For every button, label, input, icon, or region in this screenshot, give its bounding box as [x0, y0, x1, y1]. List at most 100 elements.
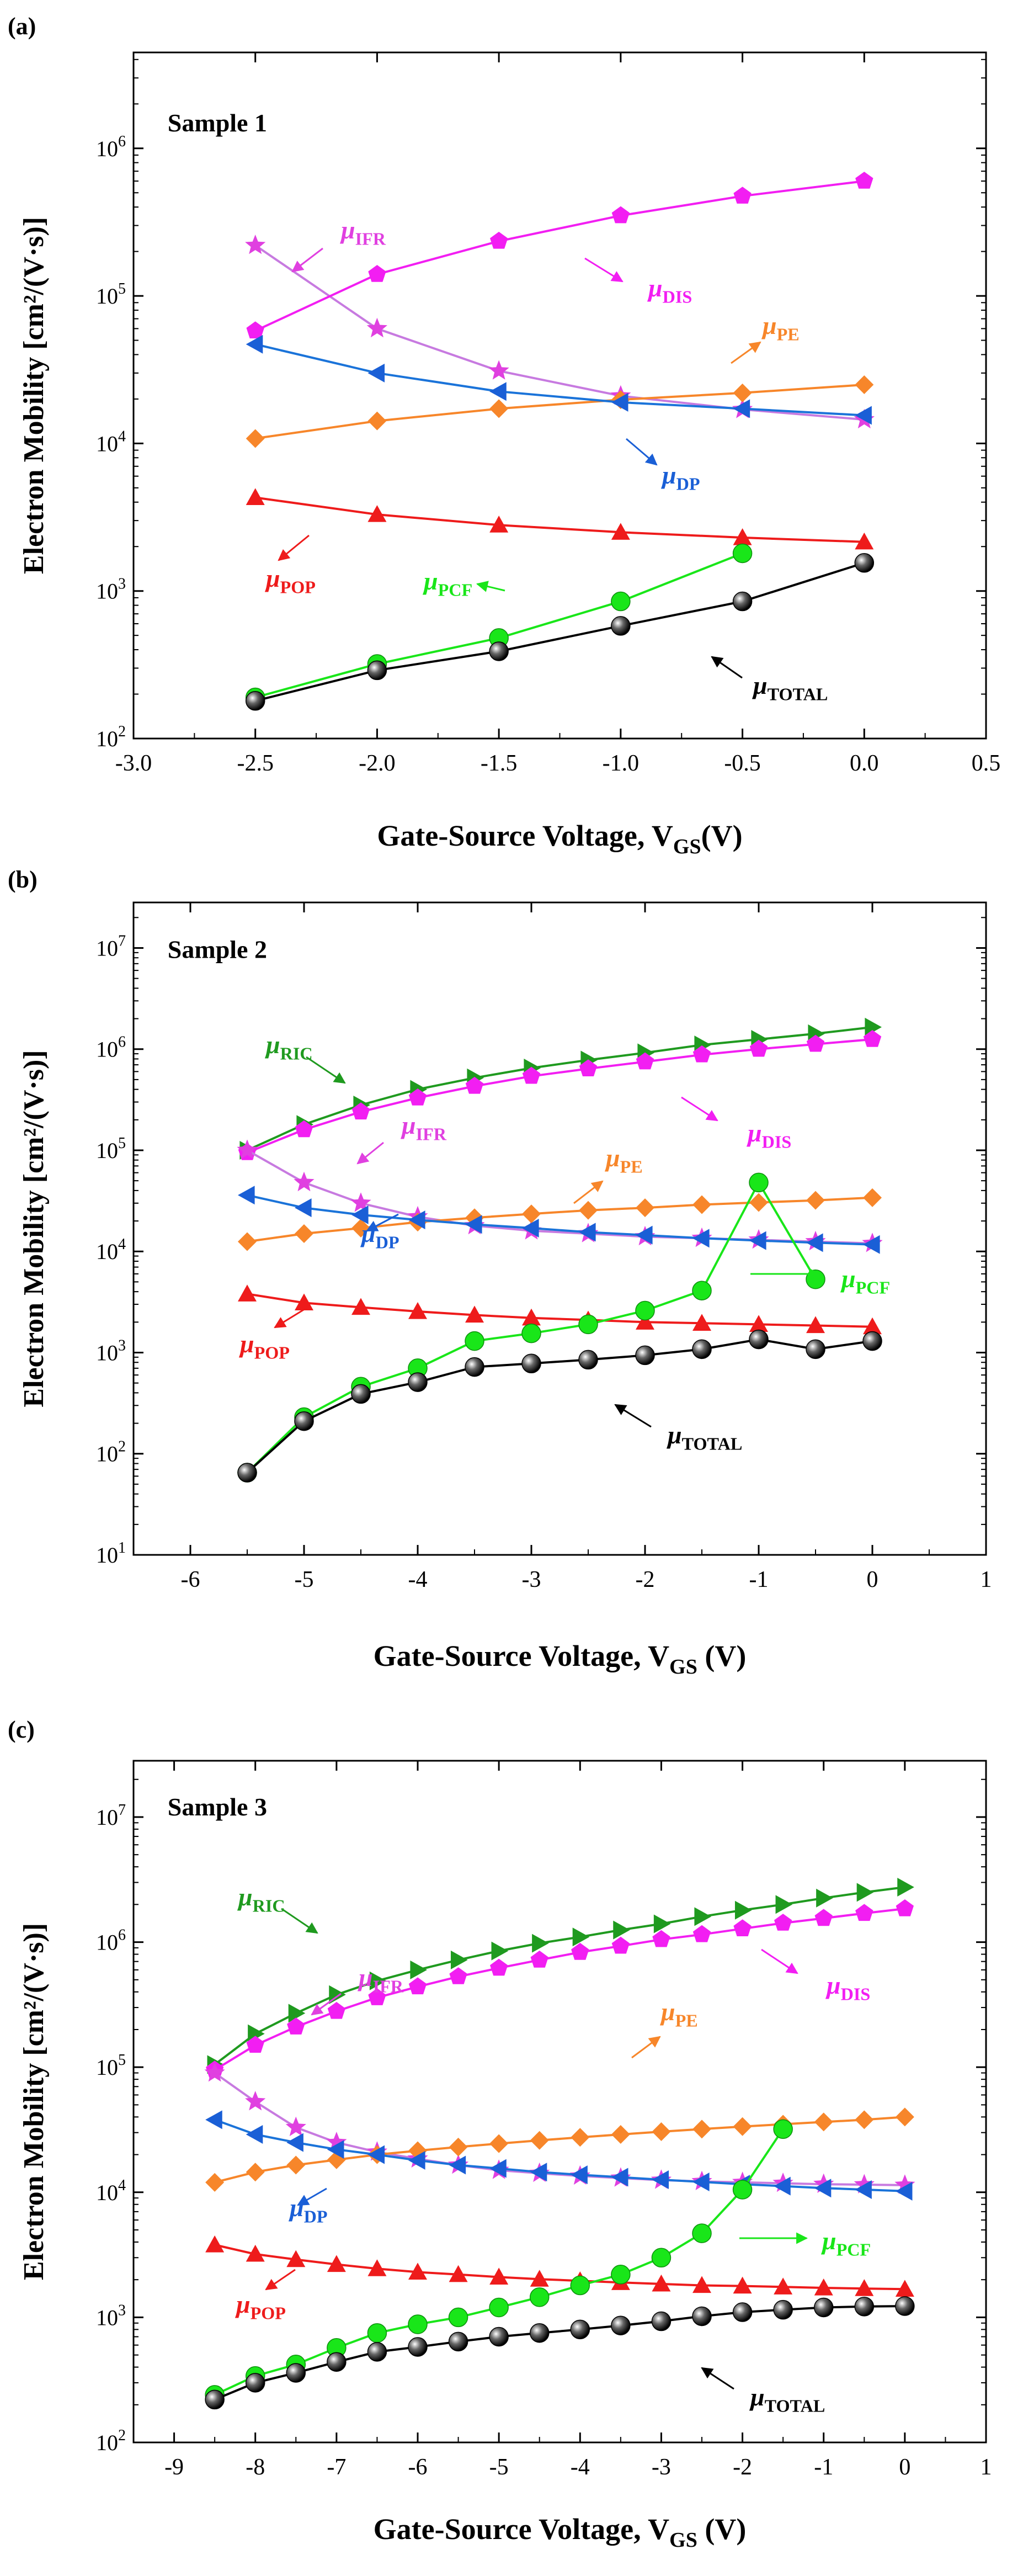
annotation-arrow — [366, 1213, 399, 1232]
data-point-dp — [863, 1235, 880, 1254]
annotation-pcf: μPCF — [750, 1265, 890, 1298]
data-point-ifr — [245, 2091, 266, 2111]
data-point-pop — [774, 2277, 793, 2295]
data-point-dp — [636, 1225, 653, 1245]
data-point-dis — [287, 2017, 305, 2035]
data-point-pe — [611, 2125, 630, 2144]
x-tick-label: -7 — [327, 2455, 346, 2480]
data-point-dp — [408, 2150, 425, 2170]
annotation-arrow — [631, 2036, 661, 2059]
panel-label: (a) — [8, 13, 36, 40]
data-point-pe — [489, 399, 509, 418]
series-dp — [246, 334, 872, 425]
x-tick-label: 1 — [981, 1567, 992, 1592]
series-label-ric: μRIC — [265, 1031, 313, 1064]
data-point-dp — [408, 1210, 425, 1230]
data-point-pcf — [773, 2119, 793, 2139]
data-point-total — [286, 2363, 306, 2383]
series-line-dis — [247, 1038, 873, 1154]
x-tick-label: -1 — [749, 1567, 769, 1592]
data-point-dis — [733, 1919, 752, 1936]
data-point-dis — [652, 1930, 670, 1947]
series-pcf — [245, 543, 753, 708]
x-tick-label: 0.0 — [850, 751, 879, 776]
y-tick-label: 105 — [96, 280, 126, 309]
y-tick-label: 104 — [96, 428, 126, 456]
series-dp — [205, 2110, 913, 2201]
annotation-ric: μRIC — [265, 1031, 346, 1084]
data-point-total — [749, 1329, 769, 1350]
x-tick-label: -0.5 — [724, 751, 761, 776]
series-ric — [207, 1878, 914, 2074]
data-point-pop — [295, 1293, 313, 1311]
x-tick-label: -3 — [522, 1567, 541, 1592]
data-point-pe — [733, 2117, 752, 2136]
data-point-pcf — [367, 2323, 387, 2343]
data-point-pe — [749, 1193, 768, 1212]
series-line-total — [246, 1338, 873, 1474]
data-point-ric — [865, 1017, 882, 1037]
data-point-ric — [613, 1920, 630, 1940]
data-point-total — [854, 2297, 875, 2317]
data-point-ifr — [488, 360, 509, 380]
data-point-dp — [530, 2163, 547, 2182]
series-dis — [246, 172, 873, 339]
x-tick-label: -1 — [814, 2455, 833, 2480]
data-point-total — [367, 660, 387, 681]
data-point-dp — [351, 1205, 369, 1224]
series-label-pop: μPOP — [265, 564, 316, 597]
data-point-total — [692, 2306, 712, 2327]
data-point-dis — [692, 1045, 711, 1063]
series-line-pe — [255, 384, 865, 440]
data-point-pop — [733, 528, 752, 545]
data-point-ric — [897, 1878, 914, 1897]
data-point-total — [327, 2352, 347, 2372]
annotation-arrow — [278, 534, 310, 561]
data-point-pop — [863, 1317, 882, 1335]
data-point-total — [732, 2302, 753, 2322]
data-point-pe — [863, 1188, 882, 1207]
data-point-pop — [246, 2244, 265, 2262]
series-label-dp: μDP — [661, 461, 700, 494]
data-point-dis — [327, 2001, 345, 2019]
plot-frame — [132, 1760, 987, 2444]
data-point-pcf — [651, 2248, 672, 2268]
data-point-dis — [774, 1914, 792, 1931]
data-point-ric — [775, 1895, 793, 1914]
x-tick-label: 0 — [899, 2455, 910, 2480]
x-tick-label: -2 — [733, 2455, 752, 2480]
data-point-ifr — [245, 235, 266, 254]
data-point-pe — [806, 1191, 825, 1210]
annotation-pe: μPE — [631, 1998, 698, 2059]
x-tick-label: -3.0 — [115, 751, 152, 776]
series-label-pop: μPOP — [239, 1330, 290, 1363]
sample-label: Sample 3 — [168, 1793, 267, 1821]
data-point-pop — [465, 1305, 484, 1323]
data-point-total — [294, 1411, 314, 1431]
data-point-dis — [522, 1066, 541, 1084]
data-point-pop — [367, 505, 387, 522]
data-point-dp — [295, 1198, 312, 1218]
x-tick-label: -3 — [652, 2455, 671, 2480]
data-point-ifr — [854, 2174, 875, 2193]
data-point-total — [521, 1353, 541, 1374]
data-point-dis — [246, 2036, 264, 2053]
y-axis-label: Electron Mobility [cm²/(V·s)] — [18, 1050, 50, 1407]
data-point-dis — [465, 1076, 484, 1094]
data-point-pcf — [578, 1314, 598, 1335]
data-point-dp — [814, 2179, 832, 2198]
y-tick-label: 106 — [96, 133, 126, 161]
annotation-dis: μDIS — [584, 257, 692, 307]
annotation-total: μTOTAL — [614, 1404, 742, 1454]
data-point-total — [692, 1339, 712, 1359]
data-point-pcf — [635, 1300, 655, 1321]
data-point-dp — [465, 1215, 482, 1234]
data-point-ric — [532, 1934, 549, 1953]
panel-label: (c) — [8, 1716, 35, 1743]
data-point-dp — [449, 2155, 466, 2175]
data-point-dis — [733, 187, 752, 204]
series-total — [237, 1329, 882, 1483]
data-point-pe — [733, 383, 752, 402]
annotation-arrow — [306, 1056, 346, 1084]
data-point-dis — [571, 1942, 589, 1960]
